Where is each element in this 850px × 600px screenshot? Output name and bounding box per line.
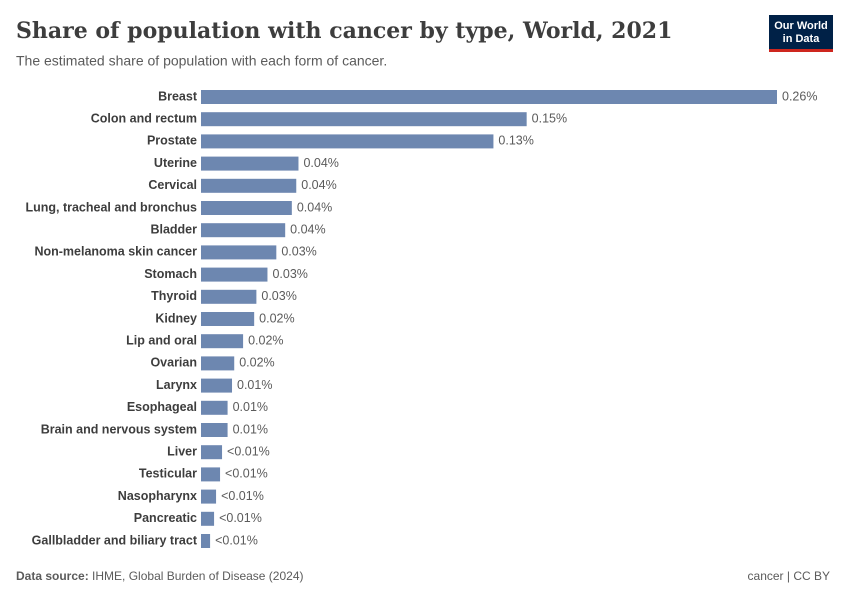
bar bbox=[201, 156, 299, 171]
value-label: 0.03% bbox=[281, 245, 316, 259]
bar bbox=[201, 423, 228, 437]
category-label: Stomach bbox=[144, 267, 197, 281]
bar bbox=[201, 134, 494, 149]
category-label: Prostate bbox=[147, 134, 197, 148]
value-label: 0.02% bbox=[239, 356, 274, 370]
value-label: 0.03% bbox=[272, 267, 307, 281]
category-label: Pancreatic bbox=[134, 511, 197, 525]
logo-box bbox=[769, 15, 833, 49]
value-label: 0.01% bbox=[233, 400, 268, 414]
category-label: Bladder bbox=[150, 222, 197, 236]
category-label: Lip and oral bbox=[126, 333, 197, 347]
category-label: Breast bbox=[158, 89, 198, 103]
source-text: IHME, Global Burden of Disease (2024) bbox=[92, 569, 303, 583]
value-label: 0.04% bbox=[303, 156, 338, 170]
bar bbox=[201, 356, 235, 371]
chart-title: Share of population with cancer by type,… bbox=[16, 18, 672, 44]
bar bbox=[201, 289, 257, 304]
footer-source: Data source: IHME, Global Burden of Dise… bbox=[16, 569, 303, 583]
category-label: Gallbladder and biliary tract bbox=[32, 533, 198, 547]
category-label: Esophageal bbox=[127, 400, 197, 414]
value-label: 0.04% bbox=[301, 178, 336, 192]
bar bbox=[201, 489, 217, 504]
bar bbox=[201, 378, 233, 393]
source-label: Data source: bbox=[16, 569, 89, 583]
category-label: Colon and rectum bbox=[91, 111, 197, 125]
category-label: Thyroid bbox=[151, 289, 197, 303]
bar bbox=[201, 511, 215, 526]
bar bbox=[201, 467, 221, 482]
bar bbox=[201, 267, 268, 282]
bar bbox=[201, 445, 223, 460]
bar bbox=[201, 312, 255, 326]
bar bbox=[201, 334, 244, 349]
logo[interactable]: Our World in Data bbox=[769, 15, 833, 52]
value-label: 0.04% bbox=[290, 222, 325, 236]
value-label: <0.01% bbox=[215, 533, 258, 547]
value-label: <0.01% bbox=[219, 511, 262, 525]
category-label: Ovarian bbox=[150, 356, 197, 370]
value-label: 0.03% bbox=[261, 289, 296, 303]
category-label: Nasopharynx bbox=[118, 489, 197, 503]
value-label: <0.01% bbox=[227, 444, 270, 458]
bar bbox=[201, 178, 297, 193]
value-label: 0.01% bbox=[233, 422, 268, 436]
value-label: <0.01% bbox=[225, 467, 268, 481]
bar bbox=[201, 90, 777, 104]
value-label: 0.15% bbox=[532, 111, 567, 125]
bar bbox=[201, 201, 292, 215]
bar bbox=[201, 245, 277, 260]
bar bbox=[201, 400, 228, 415]
logo-text: Our World bbox=[774, 20, 828, 32]
logo-underline bbox=[769, 49, 833, 52]
category-label: Cervical bbox=[148, 178, 197, 192]
category-label: Larynx bbox=[156, 378, 197, 392]
category-label: Liver bbox=[167, 444, 197, 458]
value-label: 0.04% bbox=[297, 200, 332, 214]
value-label: 0.13% bbox=[498, 134, 533, 148]
footer-note: cancer | CC BY bbox=[748, 569, 830, 583]
value-label: 0.02% bbox=[248, 333, 283, 347]
value-label: 0.26% bbox=[782, 89, 817, 103]
bar bbox=[201, 112, 527, 127]
category-label: Uterine bbox=[154, 156, 197, 170]
category-label: Kidney bbox=[155, 311, 197, 325]
category-label: Testicular bbox=[139, 467, 197, 481]
category-label: Lung, tracheal and bronchus bbox=[25, 200, 197, 214]
chart-subtitle: The estimated share of population with e… bbox=[16, 53, 387, 69]
value-label: <0.01% bbox=[221, 489, 264, 503]
logo-text: in Data bbox=[783, 33, 821, 45]
value-label: 0.02% bbox=[259, 311, 294, 325]
bar bbox=[201, 534, 211, 548]
category-label: Non-melanoma skin cancer bbox=[34, 245, 197, 259]
value-label: 0.01% bbox=[237, 378, 272, 392]
bar bbox=[201, 223, 286, 238]
category-label: Brain and nervous system bbox=[41, 422, 197, 436]
